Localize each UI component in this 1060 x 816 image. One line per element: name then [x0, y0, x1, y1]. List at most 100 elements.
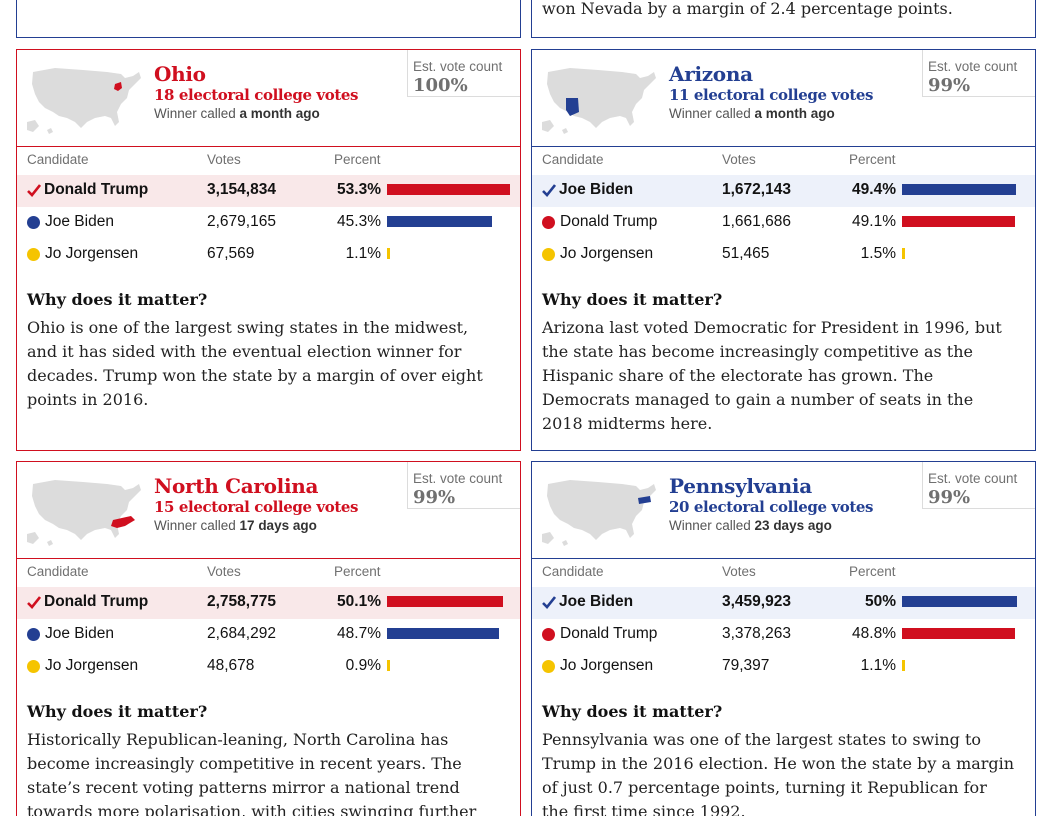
party-dot-icon: [542, 215, 555, 229]
candidate-percent: 1.1%: [860, 657, 896, 674]
est-vote-count-value: 100%: [413, 75, 468, 96]
candidate-votes: 79,397: [722, 657, 770, 674]
candidate-votes: 51,465: [722, 245, 770, 262]
vote-share-bar: [387, 628, 500, 639]
winner-called-time: 17 days ago: [239, 518, 317, 533]
column-header-percent: Percent: [334, 152, 381, 167]
candidate-name: Jo Jorgensen: [27, 245, 138, 263]
candidate-name: Joe Biden: [542, 593, 633, 611]
state-name: Arizona: [669, 62, 753, 86]
candidate-name: Joe Biden: [542, 181, 633, 199]
winner-called-label: Winner called: [669, 106, 755, 121]
column-header-percent: Percent: [849, 564, 896, 579]
candidate-percent: 1.5%: [860, 245, 896, 262]
candidate-percent: 0.9%: [345, 657, 381, 674]
electoral-votes: 15 electoral college votes: [154, 498, 359, 516]
card-header: Pennsylvania 20 electoral college votes …: [532, 462, 1035, 559]
checkmark-icon: [27, 184, 41, 197]
candidate-votes: 1,661,686: [722, 213, 791, 230]
candidate-votes: 2,679,165: [207, 213, 276, 230]
state-name: Ohio: [154, 62, 206, 86]
est-vote-count-label: Est. vote count: [928, 59, 1018, 74]
why-heading: Why does it matter?: [542, 702, 723, 721]
column-header-candidate: Candidate: [27, 564, 89, 579]
candidate-percent: 48.7%: [337, 625, 381, 642]
results-table-header: Candidate Votes Percent: [532, 562, 1035, 584]
winner-called: Winner called 23 days ago: [669, 518, 832, 533]
usa-map-ohio-highlighted-icon: [27, 68, 141, 134]
vote-share-bar: [387, 596, 503, 607]
results-table-header: Candidate Votes Percent: [532, 150, 1035, 172]
est-vote-count-label: Est. vote count: [413, 59, 503, 74]
winner-called-time: a month ago: [239, 106, 320, 121]
vote-share-bar: [902, 628, 1015, 639]
party-dot-icon: [27, 627, 40, 641]
state-card-north-carolina: North Carolina 15 electoral college vote…: [16, 461, 521, 816]
table-row: Donald Trump 1,661,686 49.1%: [532, 207, 1035, 239]
candidate-name: Joe Biden: [27, 625, 114, 643]
card-header: Arizona 11 electoral college votes Winne…: [532, 50, 1035, 147]
state-name: Pennsylvania: [669, 474, 812, 498]
est-vote-count-value: 99%: [928, 487, 971, 508]
candidate-percent: 48.8%: [852, 625, 896, 642]
column-header-votes: Votes: [722, 564, 756, 579]
candidate-votes: 2,758,775: [207, 593, 276, 610]
candidate-name: Donald Trump: [542, 213, 657, 231]
column-header-percent: Percent: [334, 564, 381, 579]
why-heading: Why does it matter?: [27, 702, 208, 721]
table-row: Joe Biden 3,459,923 50%: [532, 587, 1035, 619]
candidate-votes: 3,154,834: [207, 181, 276, 198]
candidate-name: Jo Jorgensen: [27, 657, 138, 675]
candidate-percent: 49.4%: [852, 181, 896, 198]
party-dot-icon: [27, 247, 40, 261]
candidate-votes: 1,672,143: [722, 181, 791, 198]
column-header-candidate: Candidate: [542, 564, 604, 579]
candidate-percent: 49.1%: [852, 213, 896, 230]
vote-share-bar: [387, 184, 510, 195]
est-vote-count-value: 99%: [928, 75, 971, 96]
table-row: Jo Jorgensen 48,678 0.9%: [17, 651, 520, 683]
vote-share-bar: [387, 248, 390, 259]
candidate-votes: 3,378,263: [722, 625, 791, 642]
winner-called-time: a month ago: [754, 106, 835, 121]
winner-called-label: Winner called: [669, 518, 755, 533]
vote-share-bar: [902, 660, 905, 671]
winner-called: Winner called 17 days ago: [154, 518, 317, 533]
checkmark-icon: [27, 596, 41, 609]
why-text: Pennsylvania was one of the largest stat…: [542, 730, 1015, 816]
candidate-percent: 1.1%: [345, 245, 381, 262]
vote-share-bar: [902, 184, 1016, 195]
candidate-name: Jo Jorgensen: [542, 657, 653, 675]
est-vote-count: Est. vote count 99%: [407, 462, 520, 509]
est-vote-count-label: Est. vote count: [413, 471, 503, 486]
why-text: Ohio is one of the largest swing states …: [27, 318, 483, 409]
candidate-name: Joe Biden: [27, 213, 114, 231]
candidate-votes: 48,678: [207, 657, 255, 674]
results-table-header: Candidate Votes Percent: [17, 150, 520, 172]
why-text: won Nevada by a margin of 2.4 percentage…: [542, 0, 953, 18]
electoral-votes: 18 electoral college votes: [154, 86, 359, 104]
est-vote-count: Est. vote count 99%: [922, 462, 1035, 509]
table-row: Jo Jorgensen 51,465 1.5%: [532, 239, 1035, 271]
vote-share-bar: [902, 596, 1018, 607]
party-dot-icon: [542, 627, 555, 641]
winner-called: Winner called a month ago: [154, 106, 320, 121]
column-header-votes: Votes: [207, 564, 241, 579]
winner-called-label: Winner called: [154, 106, 240, 121]
state-card-partial-right: won Nevada by a margin of 2.4 percentage…: [531, 0, 1036, 38]
checkmark-icon: [542, 596, 556, 609]
candidate-percent: 45.3%: [337, 213, 381, 230]
vote-share-bar: [902, 248, 906, 259]
column-header-votes: Votes: [722, 152, 756, 167]
column-header-votes: Votes: [207, 152, 241, 167]
est-vote-count: Est. vote count 100%: [407, 50, 520, 97]
est-vote-count-value: 99%: [413, 487, 456, 508]
why-heading: Why does it matter?: [27, 290, 208, 309]
state-name: North Carolina: [154, 474, 319, 498]
candidate-votes: 2,684,292: [207, 625, 276, 642]
why-text: Arizona last voted Democratic for Presid…: [542, 318, 1002, 433]
table-row: Donald Trump 3,154,834 53.3%: [17, 175, 520, 207]
state-card-ohio: Ohio 18 electoral college votes Winner c…: [16, 49, 521, 451]
winner-called-label: Winner called: [154, 518, 240, 533]
table-row: Jo Jorgensen 79,397 1.1%: [532, 651, 1035, 683]
